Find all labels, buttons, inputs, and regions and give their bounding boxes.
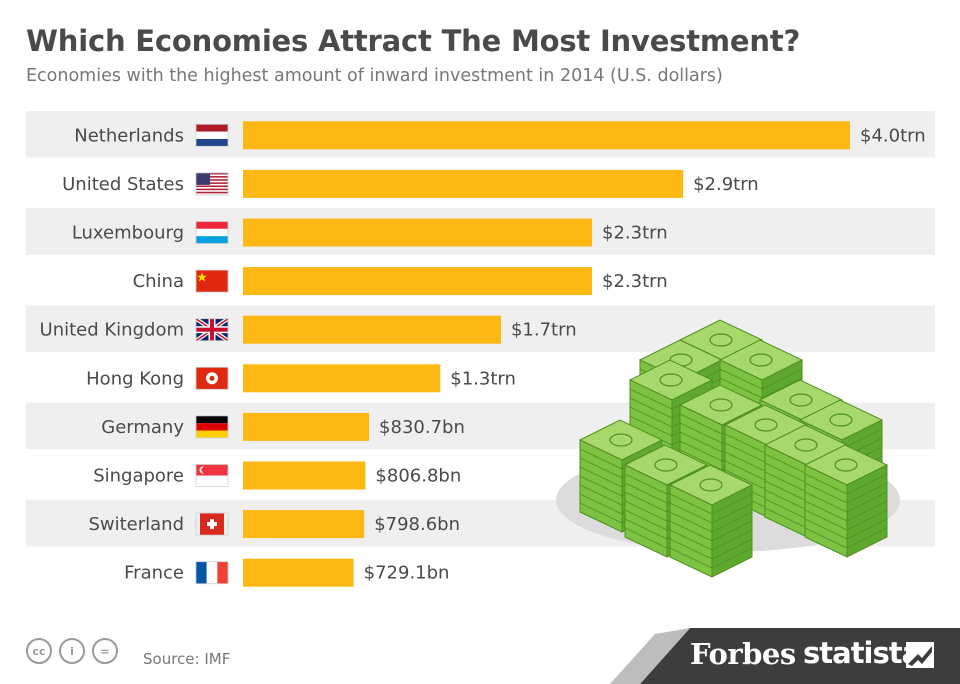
value-label: $2.3trn [602, 223, 668, 244]
nd-icon: = [92, 638, 118, 664]
value-label: $798.6bn [374, 514, 460, 535]
bar [243, 364, 441, 393]
bar [243, 218, 593, 247]
category-label: China [133, 271, 184, 292]
category-label: France [124, 563, 184, 584]
flags [194, 123, 230, 585]
luxembourg-flag [195, 221, 229, 244]
category-label: Netherlands [74, 125, 184, 146]
bar [243, 510, 365, 539]
category-label: Germany [101, 417, 184, 438]
hong-kong-flag [195, 366, 229, 390]
category-label: United States [62, 174, 184, 195]
netherlands-flag [195, 123, 229, 147]
value-label: $806.8bn [375, 466, 461, 487]
value-labels: $4.0trn $2.9trn $2.3trn $2.3trn $1.7trn $1.3t… [364, 125, 926, 583]
bar [243, 461, 366, 490]
value-label: $2.9trn [693, 174, 759, 195]
category-label: United Kingdom [40, 320, 184, 341]
cc-icon: cc [26, 638, 52, 664]
by-icon: i [59, 638, 85, 664]
category-label: Hong Kong [86, 368, 184, 389]
money-stack [803, 444, 889, 558]
bar [243, 169, 684, 198]
category-labels: Netherlands United States Luxembourg China U… [40, 125, 185, 583]
value-label: $729.1bn [364, 563, 450, 584]
france-flag [195, 561, 229, 585]
value-label: $1.3trn [450, 368, 516, 389]
category-label: Singapore [93, 466, 184, 487]
china-flag [195, 269, 229, 293]
source-label: Source: IMF [143, 650, 231, 668]
germany-flag [195, 415, 229, 439]
bar [243, 267, 593, 296]
bar [243, 121, 850, 150]
switzerland-flag [195, 512, 229, 536]
bar [243, 315, 501, 344]
chart-title: Which Economies Attract The Most Investm… [26, 24, 801, 58]
money-stack [668, 464, 754, 578]
united-states-flag [195, 172, 229, 196]
singapore-flag [195, 464, 229, 487]
category-label: Switerland [88, 514, 184, 535]
united-kingdom-flag [194, 317, 230, 343]
money-stacks-illustration [556, 319, 900, 578]
forbes-logo: Forbes [690, 637, 796, 671]
category-label: Luxembourg [72, 223, 184, 244]
statista-logo-icon [906, 642, 934, 668]
value-label: $1.7trn [511, 320, 577, 341]
bar-chart: Netherlands United States Luxembourg China U… [26, 111, 935, 587]
chart-subtitle: Economies with the highest amount of inw… [26, 66, 723, 86]
value-label: $2.3trn [602, 271, 668, 292]
bars [243, 121, 850, 587]
bar [243, 412, 370, 441]
value-label: $4.0trn [860, 125, 926, 146]
bar [243, 558, 354, 587]
value-label: $830.7bn [379, 417, 465, 438]
statista-logo: statista [803, 636, 921, 670]
